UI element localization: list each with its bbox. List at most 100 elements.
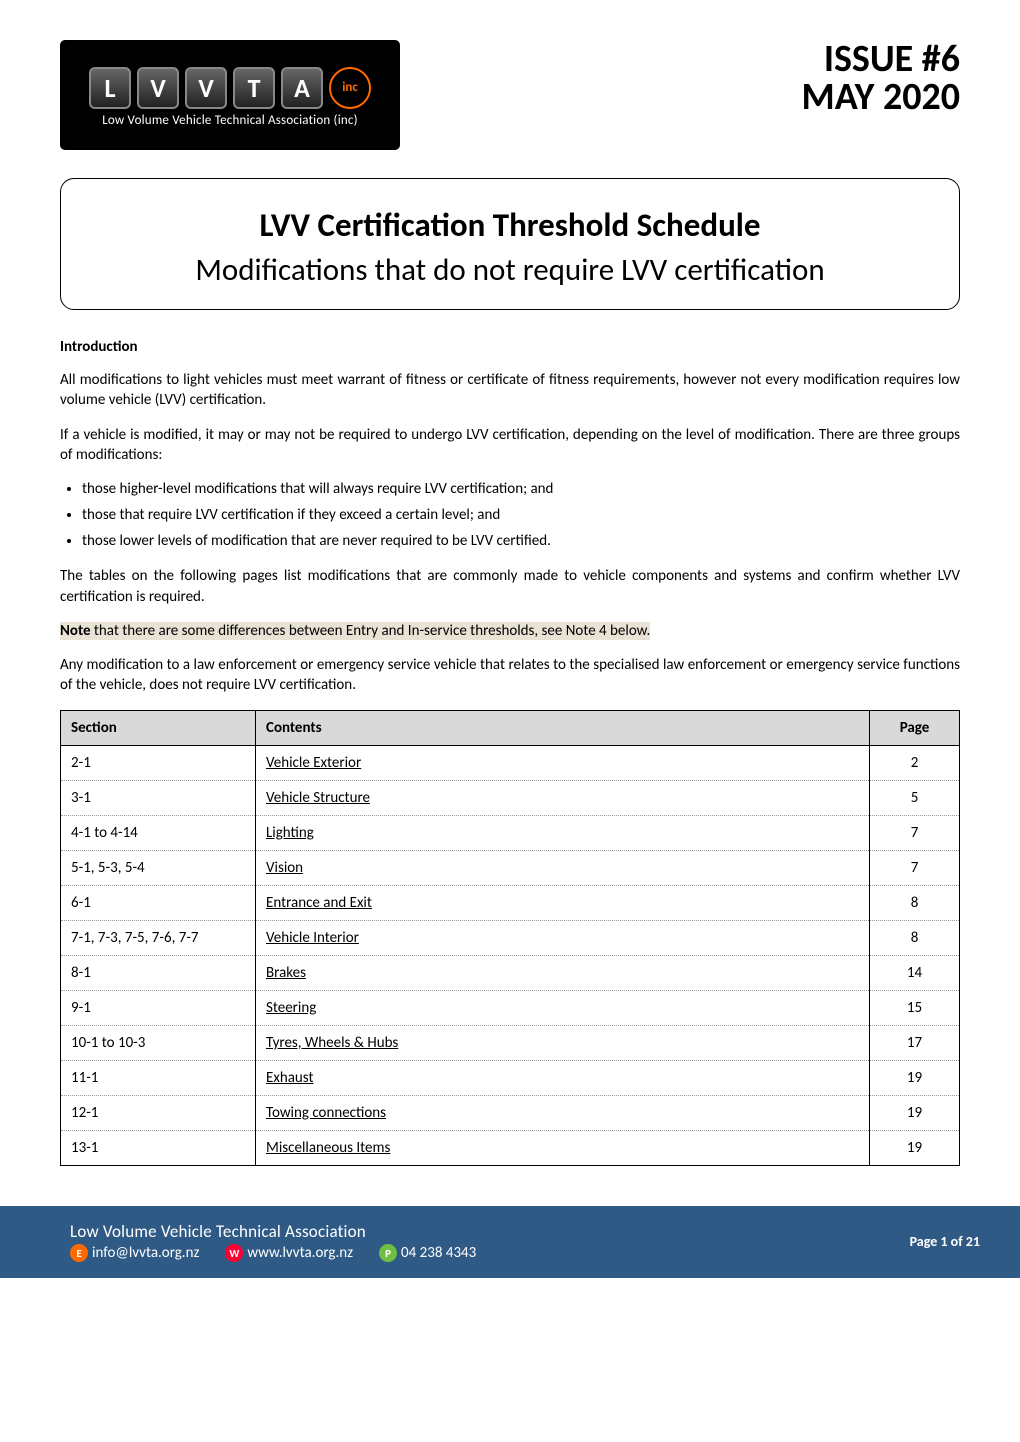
- cell-page: 8: [870, 885, 960, 920]
- cell-contents: Entrance and Exit: [256, 885, 870, 920]
- cell-section: 12-1: [61, 1095, 256, 1130]
- toc-link-vehicle-structure[interactable]: Vehicle Structure: [266, 789, 370, 807]
- phone-icon: P: [379, 1244, 397, 1262]
- cell-contents: Vision: [256, 850, 870, 885]
- cell-page: 7: [870, 815, 960, 850]
- cell-section: 10-1 to 10-3: [61, 1025, 256, 1060]
- intro-paragraph-3: The tables on the following pages list m…: [60, 566, 960, 607]
- cell-page: 8: [870, 920, 960, 955]
- cell-page: 2: [870, 745, 960, 780]
- logo-letter-T: T: [233, 67, 275, 109]
- note-label: Note: [60, 622, 91, 640]
- cell-contents: Lighting: [256, 815, 870, 850]
- cell-section: 8-1: [61, 955, 256, 990]
- toc-link-steering[interactable]: Steering: [266, 999, 316, 1017]
- intro-paragraph-5: Any modification to a law enforcement or…: [60, 655, 960, 696]
- cell-section: 9-1: [61, 990, 256, 1025]
- toc-link-exhaust[interactable]: Exhaust: [266, 1069, 314, 1087]
- logo-letter-L: L: [89, 67, 131, 109]
- cell-section: 3-1: [61, 780, 256, 815]
- table-row: 10-1 to 10-3 Tyres, Wheels & Hubs 17: [61, 1025, 960, 1060]
- list-item: those higher-level modifications that wi…: [82, 479, 960, 501]
- toc-link-vision[interactable]: Vision: [266, 859, 303, 877]
- cell-section: 5-1, 5-3, 5-4: [61, 850, 256, 885]
- table-row: 5-1, 5-3, 5-4 Vision 7: [61, 850, 960, 885]
- table-row: 11-1 Exhaust 19: [61, 1060, 960, 1095]
- table-row: 2-1 Vehicle Exterior 2: [61, 745, 960, 780]
- note-paragraph: Note that there are some differences bet…: [60, 621, 960, 641]
- cell-contents: Vehicle Exterior: [256, 745, 870, 780]
- page-content: L V V T A inc Low Volume Vehicle Technic…: [0, 0, 1020, 1166]
- toc-link-tyres-wheels-hubs[interactable]: Tyres, Wheels & Hubs: [266, 1034, 398, 1052]
- cell-contents: Tyres, Wheels & Hubs: [256, 1025, 870, 1060]
- cell-contents: Brakes: [256, 955, 870, 990]
- web-icon: W: [225, 1244, 243, 1262]
- table-row: 13-1 Miscellaneous Items 19: [61, 1130, 960, 1165]
- table-row: 12-1 Towing connections 19: [61, 1095, 960, 1130]
- footer-email: Einfo@lvvta.org.nz: [70, 1244, 199, 1263]
- issue-number: ISSUE #6: [801, 40, 960, 78]
- cell-contents: Towing connections: [256, 1095, 870, 1130]
- logo-letter-A: A: [281, 67, 323, 109]
- footer-phone-text: 04 238 4343: [401, 1244, 476, 1262]
- cell-section: 2-1: [61, 745, 256, 780]
- toc-link-entrance-exit[interactable]: Entrance and Exit: [266, 894, 372, 912]
- col-header-contents: Contents: [256, 710, 870, 745]
- cell-contents: Exhaust: [256, 1060, 870, 1095]
- cell-page: 19: [870, 1060, 960, 1095]
- header-row: L V V T A inc Low Volume Vehicle Technic…: [60, 40, 960, 150]
- toc-link-miscellaneous-items[interactable]: Miscellaneous Items: [266, 1139, 390, 1157]
- cell-page: 14: [870, 955, 960, 990]
- logo-letters-row: L V V T A inc: [89, 67, 371, 109]
- logo-letter-V: V: [137, 67, 179, 109]
- intro-paragraph-1: All modifications to light vehicles must…: [60, 370, 960, 411]
- document-subtitle: Modifications that do not require LVV ce…: [81, 251, 939, 289]
- logo-inc-badge: inc: [329, 67, 371, 109]
- cell-contents: Miscellaneous Items: [256, 1130, 870, 1165]
- cell-page: 7: [870, 850, 960, 885]
- table-row: 7-1, 7-3, 7-5, 7-6, 7-7 Vehicle Interior…: [61, 920, 960, 955]
- logo-letter-V2: V: [185, 67, 227, 109]
- footer-web-text: www.lvvta.org.nz: [247, 1244, 353, 1262]
- toc-link-towing-connections[interactable]: Towing connections: [266, 1104, 386, 1122]
- note-text: that there are some differences between …: [91, 622, 651, 640]
- cell-section: 6-1: [61, 885, 256, 920]
- cell-page: 19: [870, 1130, 960, 1165]
- cell-contents: Steering: [256, 990, 870, 1025]
- table-row: 3-1 Vehicle Structure 5: [61, 780, 960, 815]
- lvvta-logo: L V V T A inc Low Volume Vehicle Technic…: [60, 40, 400, 150]
- cell-section: 7-1, 7-3, 7-5, 7-6, 7-7: [61, 920, 256, 955]
- document-title: LVV Certification Threshold Schedule: [81, 205, 939, 245]
- footer-web: Wwww.lvvta.org.nz: [225, 1244, 353, 1263]
- modification-groups-list: those higher-level modifications that wi…: [60, 479, 960, 552]
- toc-link-lighting[interactable]: Lighting: [266, 824, 314, 842]
- email-icon: E: [70, 1244, 88, 1262]
- cell-contents: Vehicle Interior: [256, 920, 870, 955]
- table-body: 2-1 Vehicle Exterior 2 3-1 Vehicle Struc…: [61, 745, 960, 1165]
- cell-contents: Vehicle Structure: [256, 780, 870, 815]
- toc-link-vehicle-interior[interactable]: Vehicle Interior: [266, 929, 359, 947]
- cell-page: 19: [870, 1095, 960, 1130]
- col-header-section: Section: [61, 710, 256, 745]
- cell-page: 15: [870, 990, 960, 1025]
- cell-section: 11-1: [61, 1060, 256, 1095]
- cell-section: 4-1 to 4-14: [61, 815, 256, 850]
- intro-paragraph-2: If a vehicle is modified, it may or may …: [60, 425, 960, 466]
- cell-page: 5: [870, 780, 960, 815]
- table-row: 9-1 Steering 15: [61, 990, 960, 1025]
- note-highlight: Note that there are some differences bet…: [60, 622, 650, 640]
- footer-org-title: Low Volume Vehicle Technical Association: [70, 1221, 910, 1242]
- table-row: 8-1 Brakes 14: [61, 955, 960, 990]
- footer-email-text: info@lvvta.org.nz: [92, 1244, 199, 1262]
- title-frame: LVV Certification Threshold Schedule Mod…: [60, 178, 960, 310]
- col-header-page: Page: [870, 710, 960, 745]
- list-item: those that require LVV certification if …: [82, 505, 960, 527]
- contents-table: Section Contents Page 2-1 Vehicle Exteri…: [60, 710, 960, 1166]
- list-item: those lower levels of modification that …: [82, 531, 960, 553]
- footer-left: Low Volume Vehicle Technical Association…: [70, 1221, 910, 1263]
- cell-page: 17: [870, 1025, 960, 1060]
- table-header-row: Section Contents Page: [61, 710, 960, 745]
- toc-link-vehicle-exterior[interactable]: Vehicle Exterior: [266, 754, 361, 772]
- toc-link-brakes[interactable]: Brakes: [266, 964, 306, 982]
- footer-phone: P04 238 4343: [379, 1244, 476, 1263]
